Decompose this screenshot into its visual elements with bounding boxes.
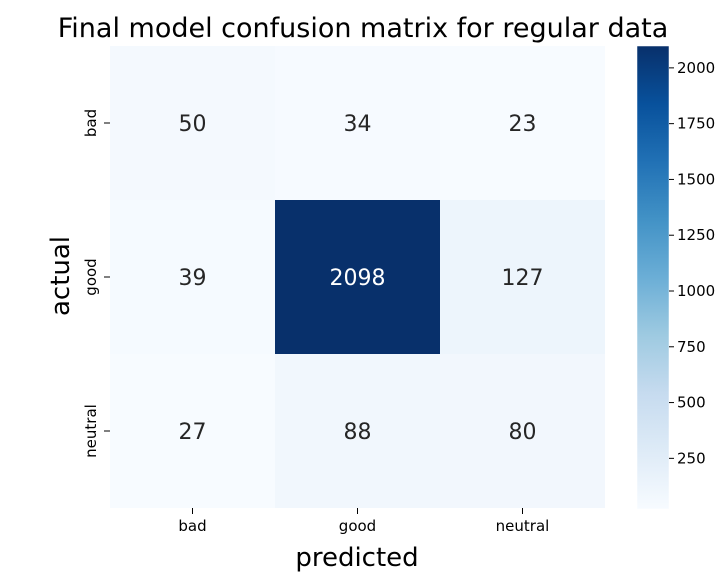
heatmap-cell	[440, 200, 605, 354]
cell-value-label: 23	[509, 112, 537, 137]
x-axis: bad good neutral	[178, 508, 549, 535]
cell-value-label: 88	[344, 420, 372, 445]
heatmap-cell	[440, 46, 605, 200]
heatmap-cell	[110, 354, 275, 508]
cell-value-label: 127	[502, 266, 544, 291]
y-axis-label: actual	[46, 236, 76, 316]
colorbar: 250 500 750 1000 1250 1500 1750 2000	[636, 45, 715, 510]
y-tick-label: neutral	[82, 404, 100, 458]
chart-title: Final model confusion matrix for regular…	[58, 13, 669, 44]
colorbar-tick-label: 1000	[677, 282, 715, 300]
y-tick-label: good	[82, 258, 100, 295]
x-axis-label: predicted	[295, 543, 418, 573]
heatmap-cell	[275, 354, 440, 508]
cell-value-label: 39	[179, 266, 207, 291]
colorbar-tick-label: 1250	[677, 226, 715, 244]
heatmap-cells	[110, 46, 605, 508]
colorbar-tick-label: 750	[677, 338, 706, 356]
colorbar-tick-label: 1500	[677, 170, 715, 188]
cell-value-label: 27	[179, 420, 207, 445]
cell-value-label: 34	[344, 112, 372, 137]
x-tick-label: neutral	[496, 517, 550, 535]
y-axis: bad good neutral	[82, 109, 110, 458]
cell-value-label: 2098	[330, 266, 386, 291]
x-tick-label: good	[339, 517, 376, 535]
heatmap-cell	[110, 46, 275, 200]
colorbar-ticks: 250 500 750 1000 1250 1500 1750 2000	[669, 59, 715, 467]
heatmap-cell	[440, 354, 605, 508]
colorbar-tick-label: 250	[677, 449, 706, 467]
colorbar-tick-label: 500	[677, 394, 706, 412]
cell-value-label: 50	[179, 112, 207, 137]
colorbar-tick-label: 1750	[677, 115, 715, 133]
x-tick-label: bad	[178, 517, 206, 535]
heatmap-cell	[275, 200, 440, 354]
colorbar-gradient	[636, 45, 670, 510]
cell-value-label: 80	[509, 420, 537, 445]
heatmap-cell-labels: 50 34 23 39 2098 127 27 88 80	[179, 112, 544, 445]
y-tick-label: bad	[82, 109, 100, 137]
heatmap-cell	[110, 200, 275, 354]
heatmap-cell	[275, 46, 440, 200]
colorbar-tick-label: 2000	[677, 59, 715, 77]
